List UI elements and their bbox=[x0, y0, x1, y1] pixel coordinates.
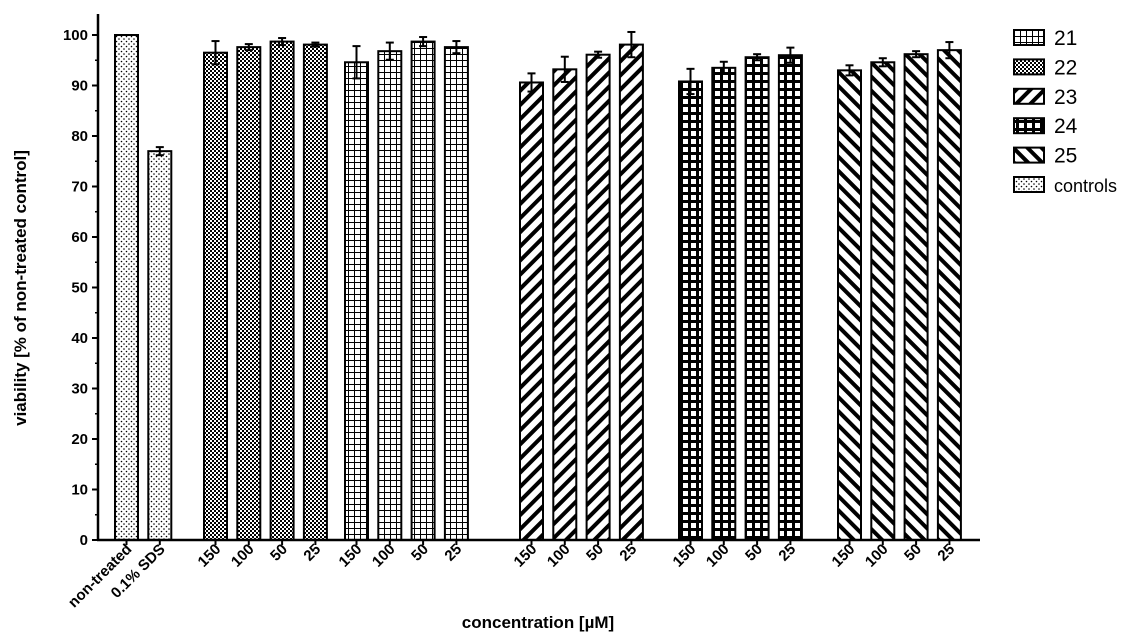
bar-23-50 bbox=[585, 53, 611, 541]
bar-23-25 bbox=[618, 43, 644, 541]
error-bar bbox=[786, 46, 795, 64]
x-axis-title: concentration [µM] bbox=[462, 613, 614, 632]
legend-swatch bbox=[1013, 146, 1045, 164]
x-tick-label: 150 bbox=[670, 541, 700, 571]
y-tick-label: 100 bbox=[63, 27, 88, 44]
legend-swatch bbox=[1013, 87, 1045, 105]
bar-controls-non-treated bbox=[114, 34, 139, 541]
x-tick-label: 150 bbox=[195, 541, 225, 571]
bar-22-100 bbox=[236, 46, 262, 542]
x-tick-label: 100 bbox=[228, 541, 258, 571]
bar-controls-0-1-SDS bbox=[147, 150, 173, 541]
legend-swatch bbox=[1013, 29, 1045, 46]
bar-21-25 bbox=[443, 46, 469, 542]
bar-24-150 bbox=[678, 80, 703, 542]
legend-item-22: 22 bbox=[1013, 56, 1077, 79]
x-tick-label: 150 bbox=[336, 541, 366, 571]
error-bar bbox=[311, 41, 320, 48]
bar-23-100 bbox=[552, 68, 578, 541]
y-tick-label: 80 bbox=[71, 128, 88, 145]
y-axis-title: viability [% of non-treated control] bbox=[11, 150, 30, 426]
legend-item-23: 23 bbox=[1013, 86, 1077, 109]
x-tick-label: 25 bbox=[441, 541, 465, 565]
legend-label: 23 bbox=[1054, 86, 1077, 109]
bar-22-50 bbox=[269, 40, 295, 541]
y-tick-label: 30 bbox=[71, 381, 88, 398]
error-bar bbox=[945, 41, 954, 60]
legend-label: controls bbox=[1054, 176, 1117, 196]
x-tick-label: 50 bbox=[742, 541, 766, 565]
x-tick-label: 50 bbox=[901, 541, 925, 565]
error-bar bbox=[452, 40, 461, 55]
error-bar bbox=[719, 60, 728, 75]
bar-25-25 bbox=[936, 49, 962, 542]
error-bar bbox=[527, 72, 536, 93]
error-bar bbox=[352, 45, 361, 80]
x-tick-label: 50 bbox=[583, 541, 607, 565]
legend-item-25: 25 bbox=[1013, 145, 1077, 168]
bar-25-150 bbox=[837, 69, 862, 541]
legend-label: 25 bbox=[1054, 145, 1077, 168]
x-tick-label: 100 bbox=[544, 541, 574, 571]
legend-swatch bbox=[1013, 117, 1045, 135]
bar-22-25 bbox=[302, 43, 328, 541]
y-tick-label: 0 bbox=[80, 532, 88, 549]
error-bar bbox=[686, 67, 695, 96]
error-bar bbox=[912, 50, 921, 59]
y-tick-label: 10 bbox=[71, 482, 88, 499]
bar-21-50 bbox=[410, 40, 436, 541]
bar-22-150 bbox=[203, 51, 228, 542]
x-tick-label: 150 bbox=[511, 541, 541, 571]
x-tick-label: 100 bbox=[369, 541, 399, 571]
error-bar bbox=[385, 41, 394, 61]
legend-label: 24 bbox=[1054, 115, 1078, 138]
x-tick-label: 50 bbox=[408, 541, 432, 565]
x-tick-label: 25 bbox=[300, 541, 324, 565]
error-bar bbox=[244, 43, 253, 52]
bar-21-150 bbox=[344, 61, 369, 542]
bar-25-100 bbox=[870, 61, 896, 542]
error-bar bbox=[594, 50, 603, 59]
y-tick-label: 50 bbox=[71, 280, 88, 297]
x-tick-label: 100 bbox=[862, 541, 892, 571]
legend-item-controls: controls bbox=[1013, 176, 1117, 196]
y-axis: 0 10 20 30 40 50 60 70 80 90 100 bbox=[63, 14, 100, 549]
error-bar bbox=[419, 36, 428, 48]
error-bar bbox=[845, 64, 854, 77]
legend-label: 21 bbox=[1054, 27, 1077, 50]
error-bar bbox=[753, 53, 762, 62]
y-tick-label: 60 bbox=[71, 229, 88, 246]
x-tick-label: 150 bbox=[829, 541, 859, 571]
error-bar bbox=[560, 55, 569, 83]
y-tick-label: 90 bbox=[71, 78, 88, 95]
error-bar bbox=[155, 146, 164, 157]
error-bar bbox=[211, 40, 220, 66]
legend: 21 22 23 24 25 controls bbox=[1013, 27, 1117, 196]
x-tick-label: 25 bbox=[934, 541, 958, 565]
x-tick-label: 25 bbox=[775, 541, 799, 565]
error-bar bbox=[278, 37, 287, 47]
legend-label: 22 bbox=[1054, 56, 1077, 79]
y-tick-label: 40 bbox=[71, 330, 88, 347]
bar-24-50 bbox=[744, 56, 770, 541]
legend-swatch bbox=[1013, 176, 1045, 193]
legend-item-24: 24 bbox=[1013, 115, 1078, 138]
y-tick-label: 20 bbox=[71, 431, 88, 448]
legend-swatch bbox=[1013, 58, 1045, 76]
legend-item-21: 21 bbox=[1013, 27, 1077, 50]
bar-23-150 bbox=[519, 81, 544, 541]
x-tick-label: 25 bbox=[616, 541, 640, 565]
error-bar bbox=[627, 30, 636, 59]
error-bar bbox=[878, 57, 887, 68]
bar-21-100 bbox=[377, 50, 403, 541]
bar-24-25 bbox=[777, 54, 803, 541]
x-tick-label: 50 bbox=[267, 541, 291, 565]
y-tick-label: 70 bbox=[71, 179, 88, 196]
bar-24-100 bbox=[711, 66, 737, 541]
bar-25-50 bbox=[903, 53, 929, 541]
x-tick-label: 100 bbox=[703, 541, 733, 571]
